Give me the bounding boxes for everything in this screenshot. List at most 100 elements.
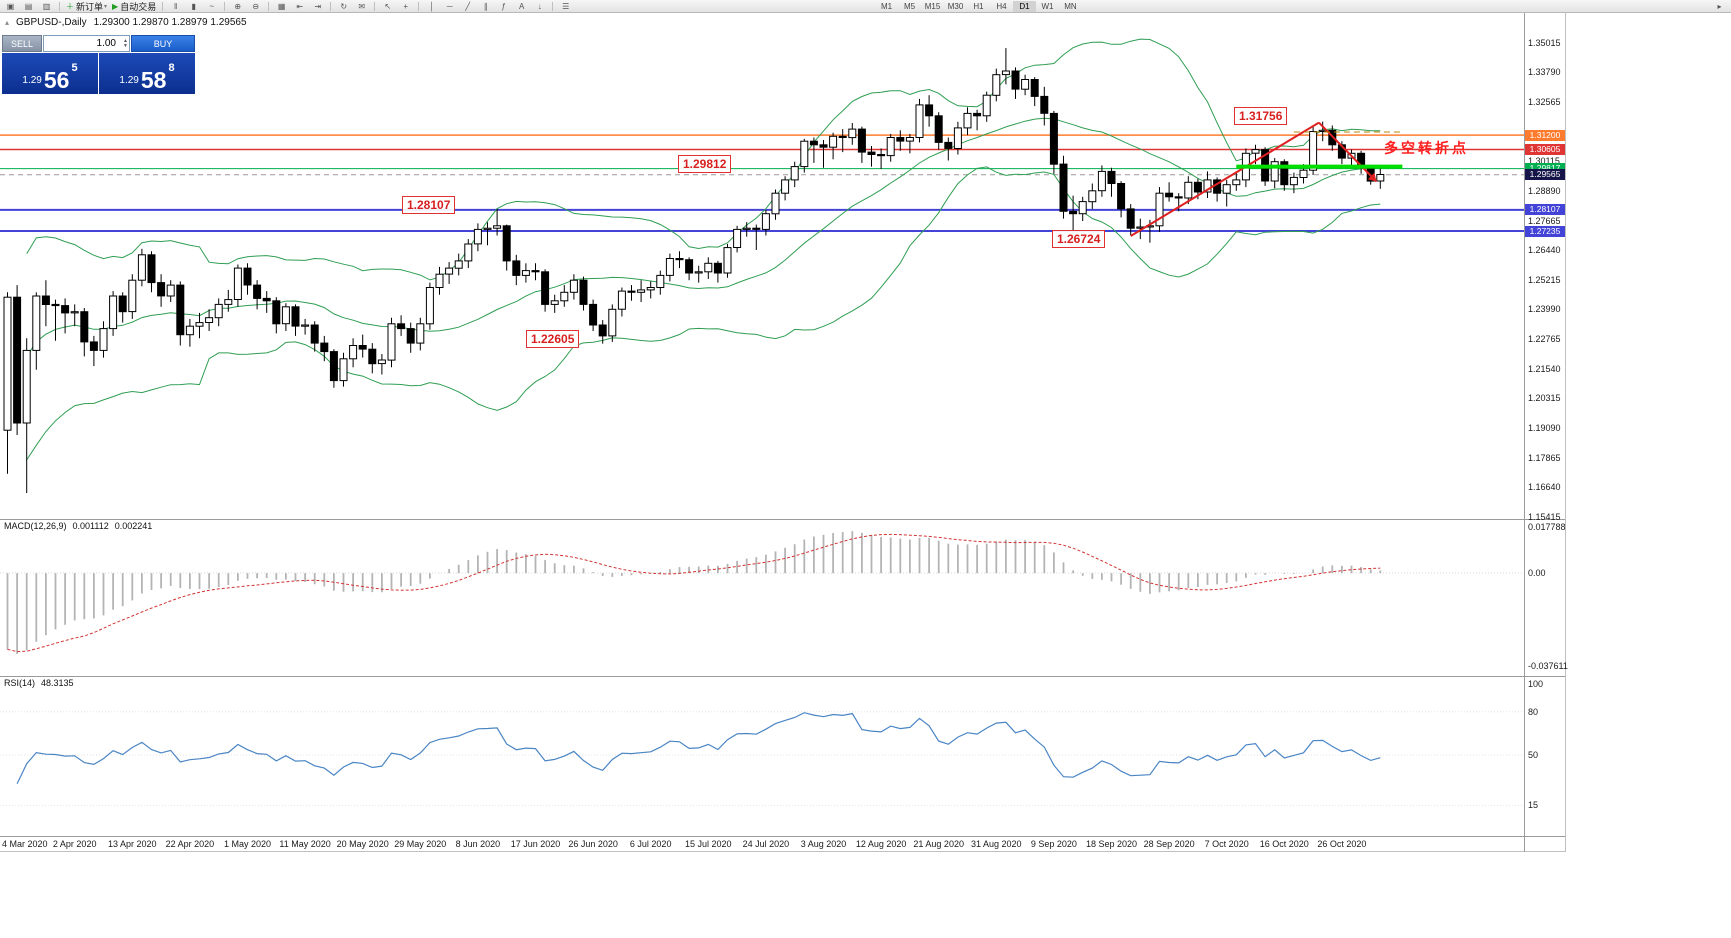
- autotrade-button[interactable]: ▶ 自动交易: [112, 1, 157, 12]
- price-scale-label: 1.27665: [1528, 215, 1561, 226]
- fibonacci-icon[interactable]: ƒ: [501, 1, 506, 11]
- date-label: 22 Apr 2020: [165, 839, 215, 849]
- date-label: 13 Apr 2020: [108, 839, 157, 849]
- chart-title: ▴ GBPUSD-,Daily 1.29300 1.29870 1.28979 …: [5, 17, 247, 28]
- date-label: 18 Sep 2020: [1085, 839, 1138, 849]
- date-label: 6 Jul 2020: [629, 839, 672, 849]
- line-chart-icon[interactable]: ~: [209, 1, 215, 11]
- cursor-icon[interactable]: ↖: [384, 1, 392, 11]
- buy-button[interactable]: BUY: [131, 35, 195, 52]
- date-label: 4 Mar 2020: [2, 839, 48, 849]
- auto-scroll-icon[interactable]: ⇤: [296, 1, 304, 11]
- chart-shift-icon[interactable]: ⇥: [314, 1, 322, 11]
- price-scale-label: 1.20315: [1528, 393, 1561, 404]
- price-scale-label: 1.21540: [1528, 363, 1561, 374]
- toolbar-separator: [162, 1, 164, 11]
- buy-price-sup: 8: [168, 62, 175, 74]
- macd-main-value: 0.001112: [72, 521, 109, 531]
- date-label: 12 Aug 2020: [855, 839, 907, 849]
- date-label: 28 Sep 2020: [1143, 839, 1195, 849]
- date-label: 1 May 2020: [223, 839, 272, 849]
- timeframe-button-h4[interactable]: H4: [996, 2, 1007, 11]
- chart-ohlc-values: 1.29300 1.29870 1.28979 1.29565: [93, 17, 247, 28]
- date-label: 9 Sep 2020: [1030, 839, 1077, 849]
- price-tag: 1.31200: [1525, 129, 1565, 141]
- mail-icon[interactable]: ✉: [358, 1, 366, 11]
- date-label: 31 Aug 2020: [971, 839, 1022, 849]
- bar-chart-icon[interactable]: ‖: [174, 1, 178, 11]
- price-scale-label: 1.33790: [1528, 67, 1561, 78]
- collapse-panel-icon[interactable]: ▴: [5, 18, 10, 27]
- volume-up-icon[interactable]: ▲: [123, 37, 128, 44]
- price-tag: 1.30605: [1525, 144, 1565, 156]
- chart-profiles-icon[interactable]: ▥: [42, 1, 51, 11]
- price-scale-label: 1.16640: [1528, 482, 1561, 493]
- tile-windows-icon[interactable]: ▦: [277, 1, 286, 11]
- date-label: 11 May 2020: [279, 839, 331, 849]
- timeframe-button-m1[interactable]: M1: [880, 2, 893, 11]
- toolbar-more-icon[interactable]: ▸: [1717, 2, 1722, 11]
- open-chart-icon[interactable]: ▤: [24, 1, 33, 11]
- date-label: 8 Jun 2020: [455, 839, 501, 849]
- timeframe-toolbar: M1 M5 M15 M30 H1 H4 D1 W1 MN: [875, 1, 1082, 12]
- candlestick-chart-icon[interactable]: ▮: [191, 1, 196, 11]
- indicators-icon[interactable]: ☰: [562, 1, 570, 11]
- price-annotation-label: 1.26724: [1052, 230, 1106, 248]
- price-annotation-label: 1.22605: [526, 330, 580, 348]
- channel-icon[interactable]: ∥: [483, 1, 488, 11]
- new-chart-icon[interactable]: ▣: [6, 1, 15, 11]
- zoom-in-icon[interactable]: ⊕: [234, 1, 242, 11]
- buy-price-small: 1.29: [119, 75, 139, 86]
- timeframe-button-mn[interactable]: MN: [1064, 2, 1077, 11]
- timeframe-button-m30[interactable]: M30: [947, 2, 964, 11]
- date-label: 15 Jul 2020: [685, 839, 732, 849]
- timeframe-button-m15[interactable]: M15: [924, 2, 941, 11]
- zoom-out-icon[interactable]: ⊖: [252, 1, 260, 11]
- buy-price-big: 58: [140, 66, 167, 93]
- main-toolbar: ▣ ▤ ▥ ＋新订单 ▾ ▶ 自动交易 ‖ ▮ ~ ⊕ ⊖ ▦ ⇤ ⇥ ↻ ✉ ↖ + │ ─ ╱ ∥ ƒ A ↓ ☰ M1 M5 M1…: [0, 0, 1731, 13]
- price-scale-label: 1.26440: [1528, 245, 1561, 256]
- toolbar-separator: [418, 1, 420, 11]
- refresh-icon[interactable]: ↻: [340, 1, 348, 11]
- horizontal-line-icon[interactable]: ─: [446, 1, 453, 11]
- price-scale-label: 1.19090: [1528, 422, 1561, 433]
- rsi-value: 48.3135: [41, 678, 74, 688]
- timeframe-button-w1[interactable]: W1: [1041, 2, 1054, 11]
- price-annotation-label: 1.28107: [402, 196, 456, 214]
- crosshair-icon[interactable]: +: [403, 1, 409, 11]
- rsi-scale-15: 15: [1528, 800, 1539, 810]
- price-tag: 1.29817: [1525, 163, 1565, 175]
- timeframe-button-d1[interactable]: D1: [1013, 1, 1036, 12]
- timeframe-button-m5[interactable]: M5: [903, 2, 916, 11]
- date-label: 20 May 2020: [336, 839, 389, 849]
- buy-price-display[interactable]: 1.29 58 8: [99, 53, 195, 94]
- sell-button[interactable]: SELL: [2, 35, 42, 52]
- timeframe-button-h1[interactable]: H1: [973, 2, 984, 11]
- macd-scale-zero: 0.00: [1528, 568, 1546, 578]
- sell-price-display[interactable]: 1.29 56 5: [2, 53, 98, 94]
- price-scale[interactable]: 1.35015 1.33790 1.32565 1.30115 1.28890 1.276…: [1524, 13, 1566, 852]
- trendline-icon[interactable]: ╱: [465, 1, 471, 11]
- time-axis[interactable]: 4 Mar 2020 2 Apr 2020 13 Apr 2020 22 Apr 20…: [0, 836, 1524, 852]
- new-order-button[interactable]: ＋新订单 ▾: [66, 1, 108, 12]
- toolbar-separator: [330, 1, 332, 11]
- turning-point-note: 多空转折点: [1384, 140, 1469, 156]
- macd-indicator-title: MACD(12,26,9) 0.001112 0.002241: [4, 521, 153, 531]
- arrows-icon[interactable]: ↓: [537, 1, 542, 11]
- date-label: 7 Oct 2020: [1204, 839, 1249, 849]
- price-chart-canvas[interactable]: [0, 0, 1566, 852]
- price-tag: 1.28107: [1525, 204, 1565, 216]
- volume-stepper[interactable]: 1.00 ▲ ▼: [43, 35, 130, 52]
- date-label: 17 Jun 2020: [510, 839, 561, 849]
- volume-down-icon[interactable]: ▼: [123, 42, 128, 49]
- date-label: 16 Oct 2020: [1259, 839, 1309, 849]
- rsi-indicator-title: RSI(14) 48.3135: [4, 678, 74, 688]
- price-scale-label: 1.32565: [1528, 97, 1561, 108]
- price-annotation-label: 1.29812: [678, 155, 732, 173]
- date-label: 21 Aug 2020: [913, 839, 964, 849]
- text-label-icon[interactable]: A: [519, 1, 525, 11]
- rsi-scale-100: 100: [1528, 679, 1544, 689]
- price-tag: 1.27235: [1525, 225, 1565, 237]
- vertical-line-icon[interactable]: │: [429, 1, 435, 11]
